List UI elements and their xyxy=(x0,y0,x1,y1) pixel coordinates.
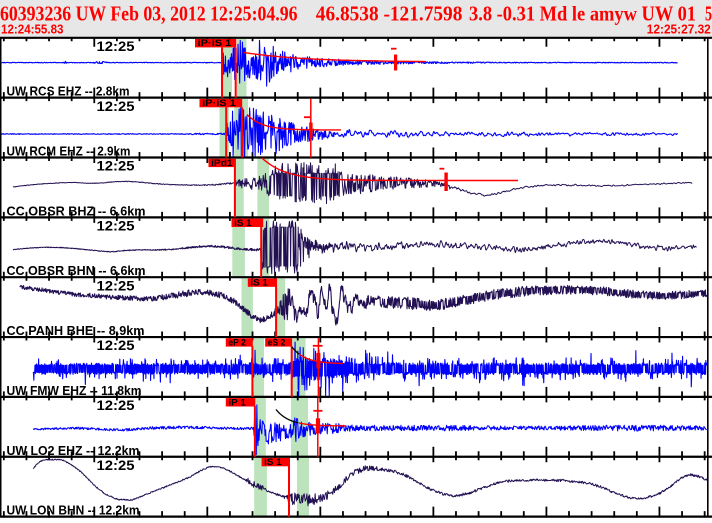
svg-text:UW RCS EHZ -- 2.8km: UW RCS EHZ -- 2.8km xyxy=(7,84,130,99)
svg-text:CC PANH BHE -- 8.9km: CC PANH BHE -- 8.9km xyxy=(7,323,145,338)
svg-text:12:25: 12:25 xyxy=(97,99,136,114)
svg-text:12:24:55.83: 12:24:55.83 xyxy=(1,22,64,37)
svg-text:5: 5 xyxy=(705,2,712,26)
svg-text:iP·iS 1: iP·iS 1 xyxy=(202,98,237,109)
svg-text:12:25: 12:25 xyxy=(97,159,136,174)
svg-text:iS 1: iS 1 xyxy=(264,457,282,468)
svg-text:UW LON BHN -- 12.2km: UW LON BHN -- 12.2km xyxy=(7,503,140,518)
svg-text:12:25:27.32: 12:25:27.32 xyxy=(647,22,711,37)
svg-text:60393236 UW Feb 03, 2012 12:25: 60393236 UW Feb 03, 2012 12:25:04.96 xyxy=(0,2,298,26)
svg-text:12:25: 12:25 xyxy=(97,219,136,234)
svg-text:12:25: 12:25 xyxy=(97,458,136,473)
svg-text:12:25: 12:25 xyxy=(97,278,136,293)
svg-text:iPd1: iPd1 xyxy=(211,158,233,169)
svg-text:46.8538 -121.7598: 46.8538 -121.7598 xyxy=(316,2,463,26)
svg-text:12:25: 12:25 xyxy=(97,338,136,353)
svg-text:UW LO2 EHZ -- 12.2km: UW LO2 EHZ -- 12.2km xyxy=(7,443,140,458)
svg-text:UW FMW EHZ -- 11.8km: UW FMW EHZ -- 11.8km xyxy=(7,383,142,398)
svg-text:iP·iS 1: iP·iS 1 xyxy=(198,38,233,49)
svg-text:CC OBSR BHZ -- 6.6km: CC OBSR BHZ -- 6.6km xyxy=(7,203,146,218)
svg-text:12:25: 12:25 xyxy=(97,398,136,413)
svg-text:CC OBSR BHN -- 6.6km: CC OBSR BHN -- 6.6km xyxy=(7,263,146,278)
svg-text:3.8 -0.31 Md le amyw UW 01: 3.8 -0.31 Md le amyw UW 01 xyxy=(469,2,696,26)
svg-text:eS 2: eS 2 xyxy=(268,337,286,348)
svg-text:iS 1: iS 1 xyxy=(250,278,268,289)
svg-text:UW RCM EHZ -- 2.9km: UW RCM EHZ -- 2.9km xyxy=(7,144,131,159)
svg-text:iS 1: iS 1 xyxy=(234,218,252,229)
svg-text:iP 1: iP 1 xyxy=(228,397,246,408)
svg-text:eP 2: eP 2 xyxy=(228,337,246,348)
svg-text:12:25: 12:25 xyxy=(97,39,136,54)
